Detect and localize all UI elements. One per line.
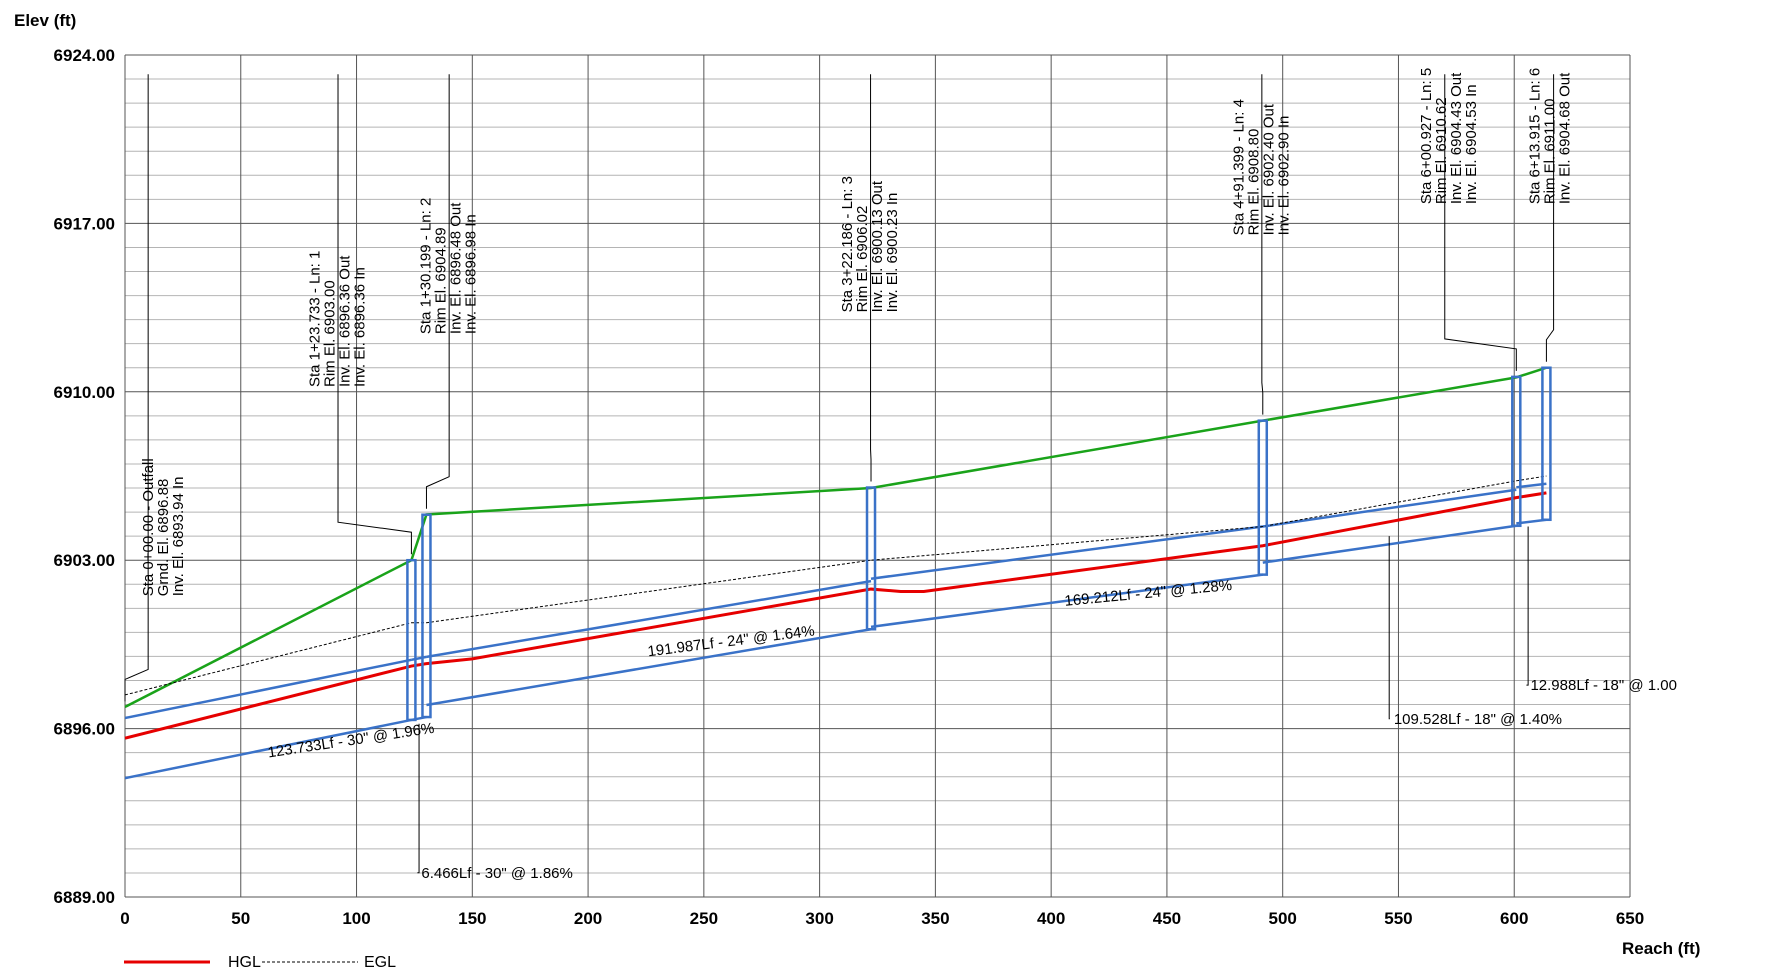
- y-axis-title: Elev (ft): [14, 11, 76, 30]
- hgl-line: [124, 491, 1547, 740]
- y-tick-label: 6924.00: [54, 46, 115, 65]
- structure-box: [406, 558, 417, 722]
- structure-box: [865, 486, 877, 631]
- structure-label-line: Sta 6+13.915 - Ln: 6: [1527, 68, 1544, 204]
- pipe-crown-line: [124, 658, 412, 720]
- x-tick-label: 200: [574, 909, 602, 928]
- structure-label-line: Sta 0+00.00 - Outfall: [140, 458, 157, 596]
- pipe-crown-line: [1262, 488, 1517, 528]
- structure-label-line: Inv. El. 6896.36 Out: [336, 255, 353, 387]
- axes: Elev (ft) Reach (ft) 6889.00 6896.00 6903.…: [14, 11, 1700, 958]
- pipe-crown-line: [411, 655, 427, 662]
- structure-label-line: Inv. El. 6902.90 In: [1275, 116, 1292, 236]
- x-tick-label: 0: [120, 909, 129, 928]
- legend-hgl-label: HGL: [228, 954, 261, 971]
- x-tick-label: 300: [805, 909, 833, 928]
- pipe-label: 12.988Lf - 18" @ 1.00: [1530, 677, 1676, 694]
- structure-box: [1541, 366, 1552, 522]
- x-tick-label: 650: [1616, 909, 1644, 928]
- structure-label-line: Sta 1+30.199 - Ln: 2: [418, 198, 435, 334]
- pipe-invert-line: [124, 718, 412, 780]
- egl-line: [124, 475, 1547, 696]
- structure-box: [1257, 419, 1269, 576]
- structure-label-line: Rim El. 6908.80: [1245, 129, 1262, 236]
- structure-box: [1511, 375, 1522, 528]
- x-tick-label: 100: [342, 909, 370, 928]
- structure-label-line: Sta 1+23.733 - Ln: 1: [306, 251, 323, 387]
- structure-label-line: Sta 6+00.927 - Ln: 5: [1418, 68, 1435, 204]
- structure-label-line: Rim El. 6903.00: [321, 280, 338, 387]
- structure-label-line: Inv. El. 6896.98 In: [463, 214, 480, 334]
- y-tick-label: 6917.00: [54, 214, 115, 233]
- pipe-crown-line: [426, 579, 872, 659]
- pipe-invert-line: [426, 628, 872, 707]
- x-tick-label: 350: [921, 909, 949, 928]
- structure-label-line: Inv. El. 6904.68 Out: [1557, 72, 1574, 204]
- y-tick-label: 6910.00: [54, 383, 115, 402]
- pipe-invert-line: [870, 573, 1263, 629]
- structure-label-line: Inv. El. 6893.94 In: [170, 476, 187, 596]
- structure-box: [421, 513, 432, 719]
- structure-label-line: Inv. El. 6896.36 In: [351, 267, 368, 387]
- major-gridlines: [124, 54, 1631, 898]
- structure-leader: [1545, 74, 1555, 362]
- structure-label-line: Rim El. 6910.62: [1433, 97, 1450, 204]
- pipe-crown-line: [870, 525, 1263, 580]
- pipe-label-leader: [417, 723, 420, 874]
- structure-label-line: Inv. El. 6900.13 Out: [869, 180, 886, 312]
- legend-egl-label: EGL: [364, 954, 396, 971]
- x-tick-label: 150: [458, 909, 486, 928]
- structure-boxes: [406, 366, 1552, 722]
- x-tick-label: 400: [1037, 909, 1065, 928]
- structure-label-line: Rim El. 6906.02: [854, 206, 871, 313]
- structure-label-line: Inv. El. 6904.53 In: [1463, 84, 1480, 204]
- y-tick-label: 6896.00: [54, 720, 115, 739]
- structure-label-line: Inv. El. 6896.48 Out: [448, 202, 465, 334]
- structure-leader: [425, 74, 450, 509]
- x-tick-label: 550: [1384, 909, 1412, 928]
- pipe-profiles: [124, 482, 1547, 780]
- structure-leader-lines: [124, 74, 1555, 702]
- pipe-label: 6.466Lf - 30" @ 1.86%: [421, 865, 572, 882]
- structure-leader: [124, 74, 149, 702]
- structure-label-line: Rim El. 6904.89: [433, 227, 450, 334]
- structure-leader: [1261, 74, 1264, 415]
- pipe-label-leader: [1388, 536, 1390, 720]
- structure-label-line: Inv. El. 6900.23 In: [884, 193, 901, 313]
- x-tick-label: 500: [1269, 909, 1297, 928]
- structure-label-line: Inv. El. 6904.43 Out: [1448, 72, 1465, 204]
- legend: HGL EGL: [124, 954, 396, 971]
- x-tick-label: 600: [1500, 909, 1528, 928]
- structure-label-line: Sta 4+91.399 - Ln: 4: [1230, 99, 1247, 235]
- structure-label-line: Inv. El. 6902.40 Out: [1260, 103, 1277, 235]
- x-tick-label: 250: [690, 909, 718, 928]
- x-tick-label: 50: [231, 909, 250, 928]
- pipe-label: 109.528Lf - 18" @ 1.40%: [1394, 711, 1562, 728]
- x-tick-label: 450: [1153, 909, 1181, 928]
- y-tick-label: 6903.00: [54, 551, 115, 570]
- structure-label-line: Rim El. 6911.00: [1542, 99, 1559, 205]
- y-tick-label: 6889.00: [54, 888, 115, 907]
- structure-label-line: Grnd. El. 6896.88: [155, 479, 172, 597]
- structure-label-line: Sta 3+22.186 - Ln: 3: [839, 176, 856, 312]
- pipe-label-leader: [1526, 526, 1529, 686]
- structure-leader: [1444, 74, 1517, 371]
- structure-leader: [337, 74, 412, 555]
- x-axis-title: Reach (ft): [1622, 939, 1700, 958]
